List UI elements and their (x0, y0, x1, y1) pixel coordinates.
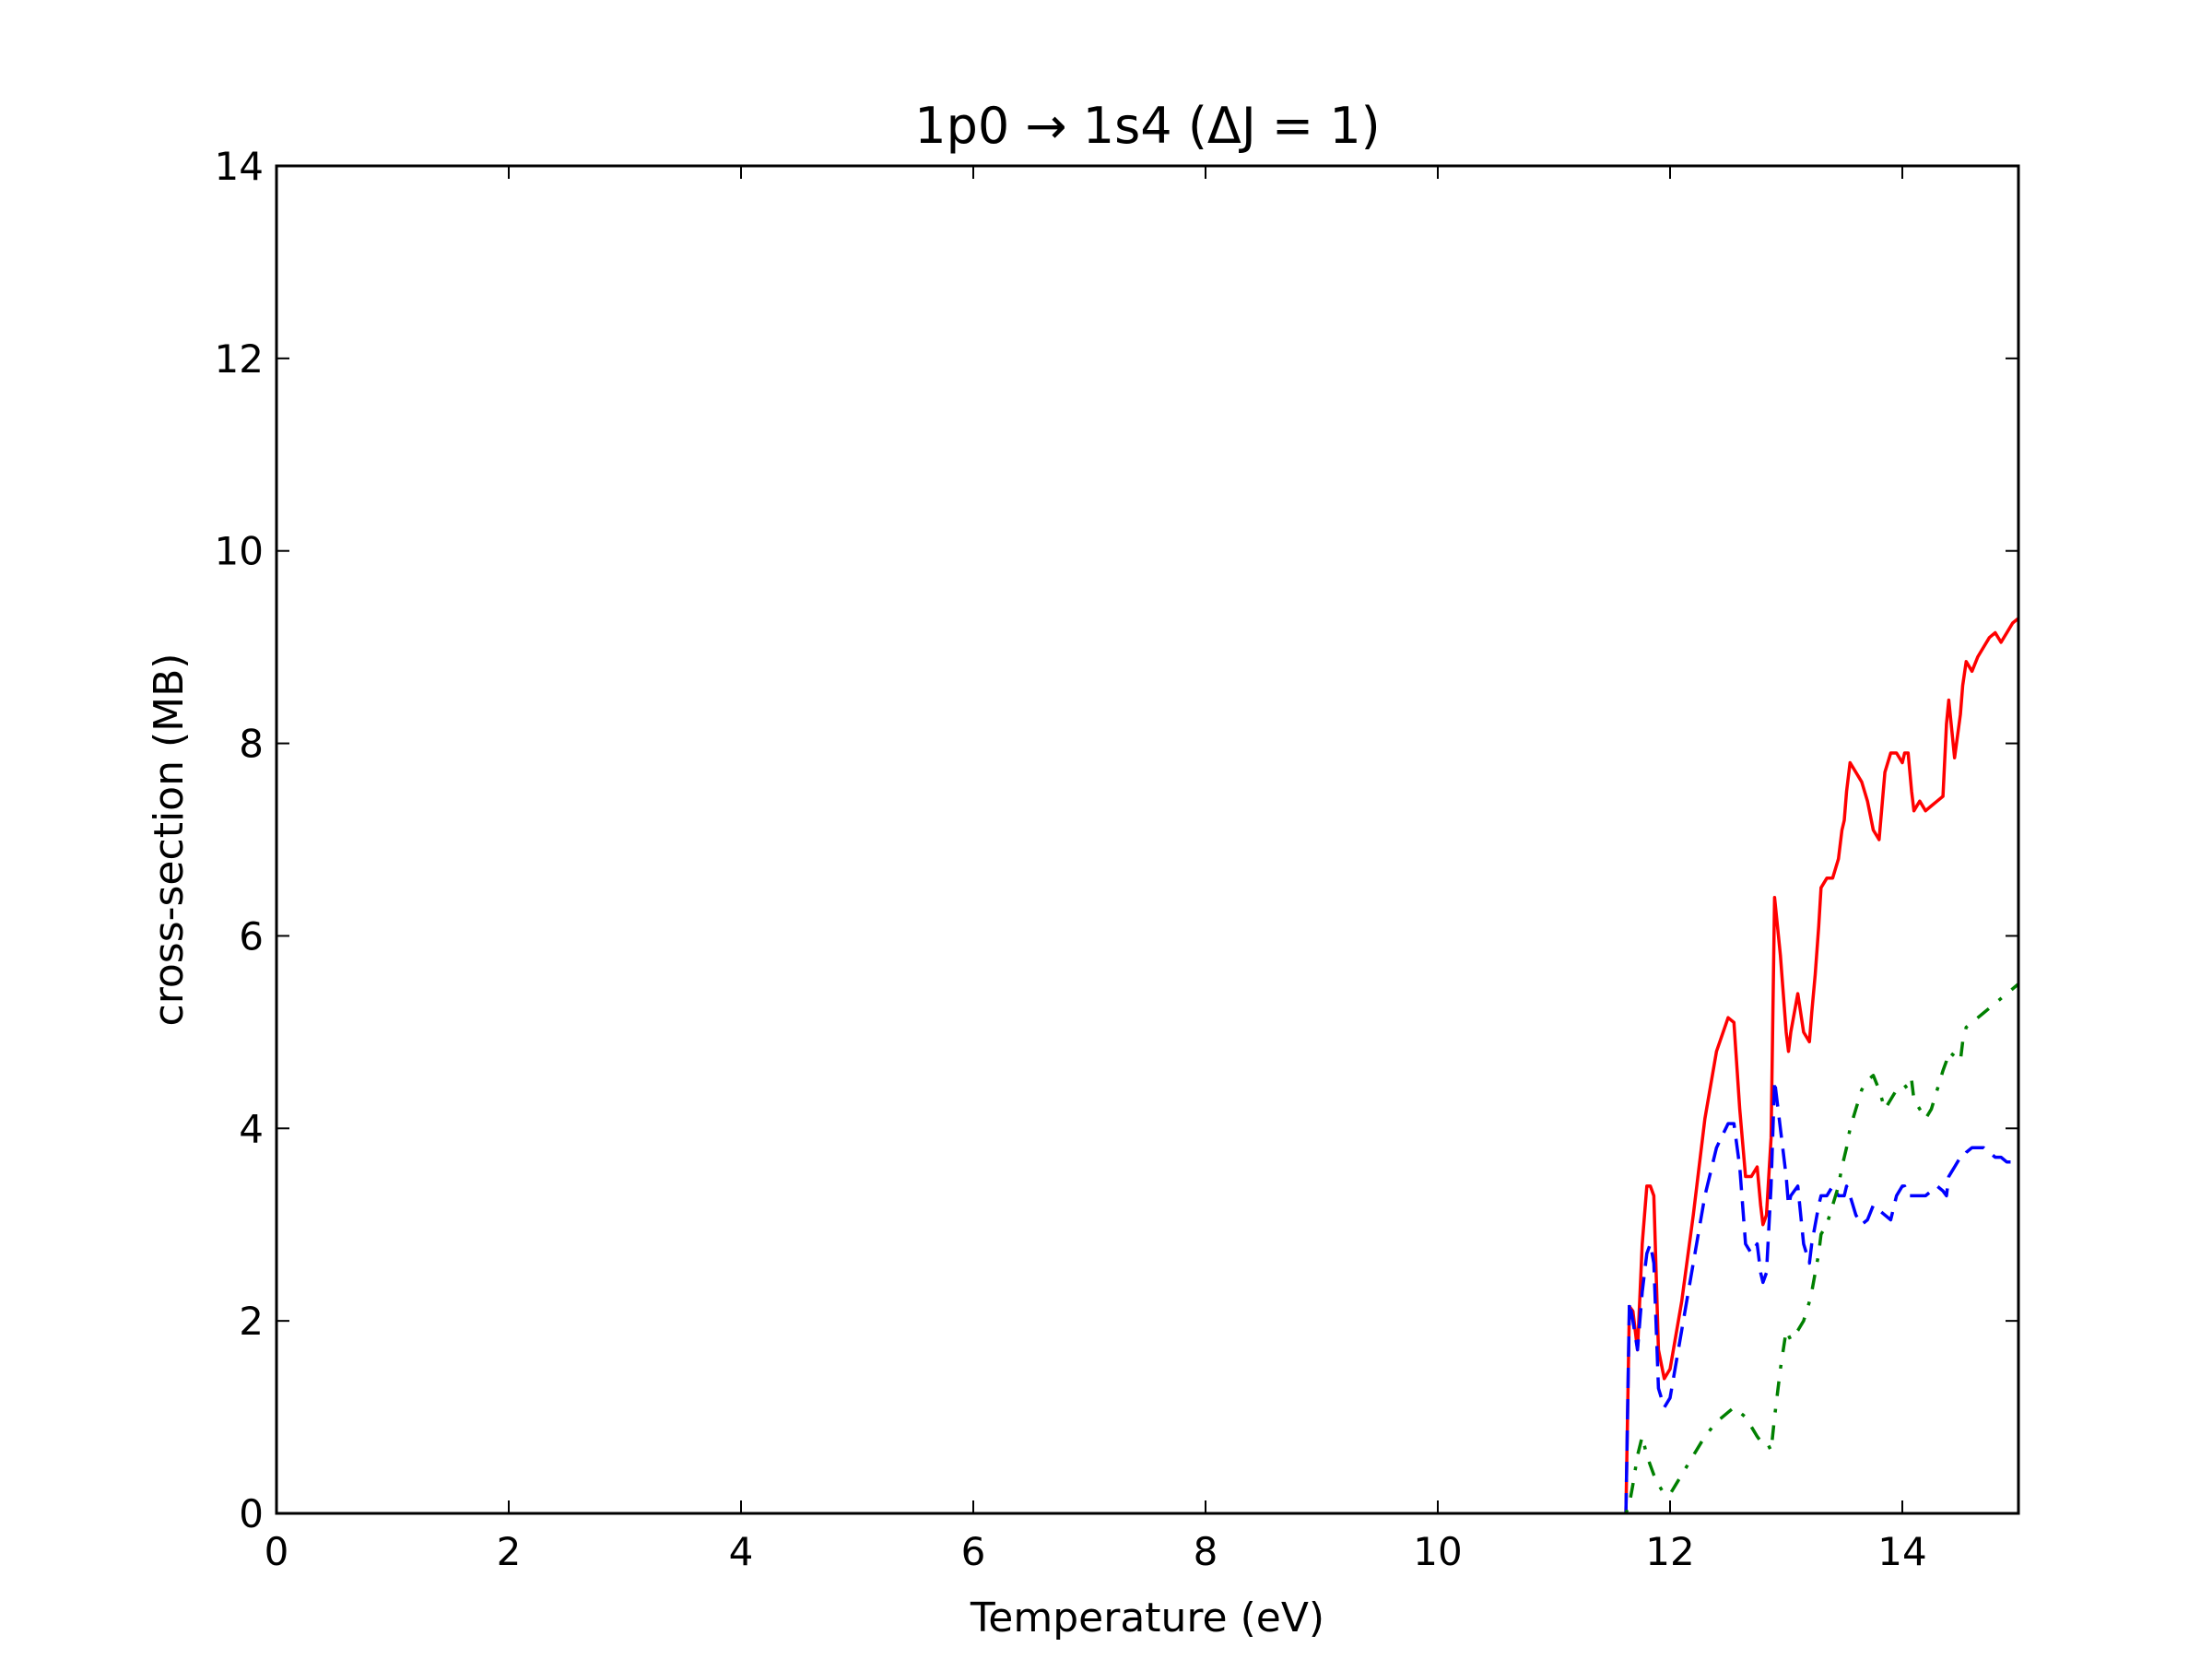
y-tick-label: 2 (239, 1299, 264, 1344)
chart-title: 1p0 → 1s4 (ΔJ = 1) (914, 97, 1381, 155)
plot-frame (275, 164, 2020, 1515)
tick-layer: 0 2 4 6 8 10 12 14 0 2 4 6 8 10 12 14 (215, 144, 2018, 1574)
y-tick-label: 14 (215, 144, 264, 189)
y-tick-label: 4 (239, 1106, 264, 1151)
y-tick-label: 12 (215, 336, 264, 382)
x-tick-label: 8 (1194, 1529, 1218, 1574)
series-line-2 (1624, 1078, 2018, 1514)
plot-background (276, 166, 2018, 1513)
x-tick-label: 10 (1413, 1529, 1462, 1574)
y-tick-label: 6 (239, 913, 264, 959)
x-tick-label: 4 (729, 1529, 754, 1574)
series-layer (1624, 617, 2020, 1514)
y-tick-label: 10 (215, 529, 264, 574)
x-tick-label: 6 (961, 1529, 986, 1574)
x-axis-label: Temperature (eV) (970, 1594, 1324, 1641)
x-tick-label: 0 (265, 1529, 289, 1574)
x-tick-label: 12 (1645, 1529, 1694, 1574)
y-tick-label: 0 (239, 1491, 264, 1536)
series-line-3 (1624, 982, 2020, 1514)
y-tick-label: 8 (239, 722, 264, 767)
x-tick-label: 14 (1877, 1529, 1926, 1574)
series-line-1 (1624, 617, 2020, 1514)
x-tick-label: 2 (497, 1529, 522, 1574)
y-axis-label: cross-section (MB) (146, 653, 193, 1027)
